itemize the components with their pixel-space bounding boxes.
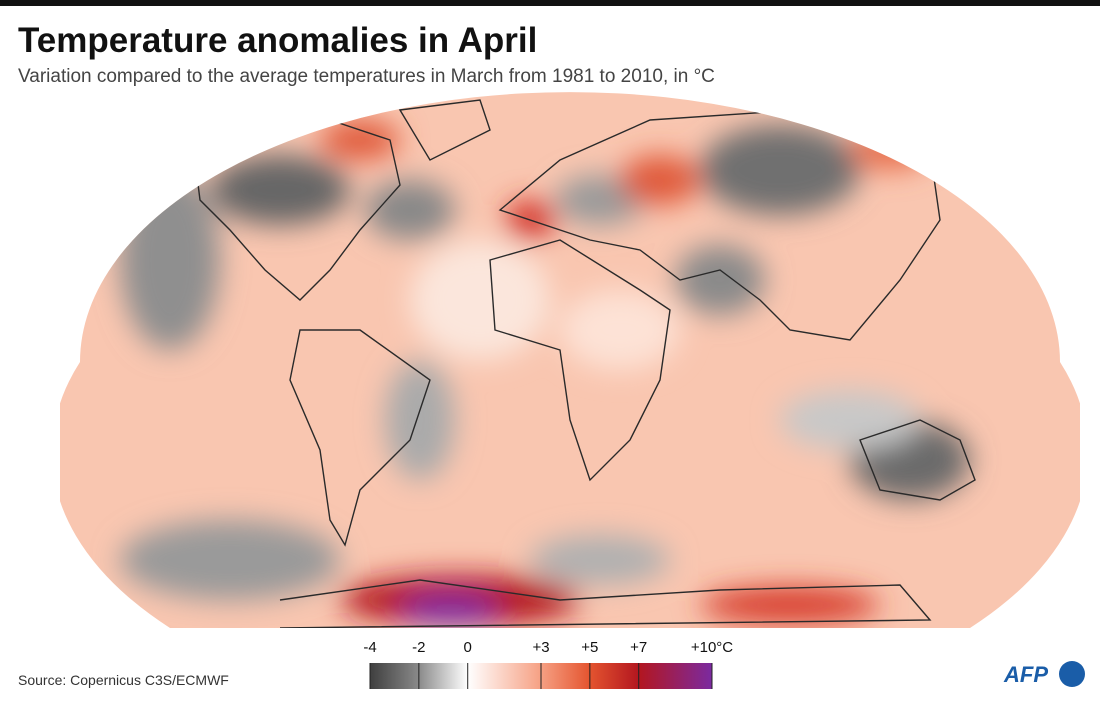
title: Temperature anomalies in April [18, 21, 537, 60]
subtitle: Variation compared to the average temper… [18, 66, 715, 87]
legend-tick-label: 0 [464, 639, 472, 656]
logo: AFP [1003, 662, 1048, 687]
legend: -4 -2 0 +3 +5 +7 +10°C [363, 639, 733, 689]
legend-tick-label: +5 [581, 639, 598, 656]
source: Source: Copernicus C3S/ECMWF [18, 672, 229, 688]
legend-tick-label: +7 [630, 639, 647, 656]
logo-dot [1059, 661, 1085, 687]
legend-tick-label: -2 [412, 639, 425, 656]
legend-tick-label: +10°C [691, 639, 733, 656]
top-rule [0, 0, 1100, 6]
legend-tick-label: -4 [363, 639, 376, 656]
map [60, 92, 1080, 628]
legend-tick-label: +3 [532, 639, 549, 656]
